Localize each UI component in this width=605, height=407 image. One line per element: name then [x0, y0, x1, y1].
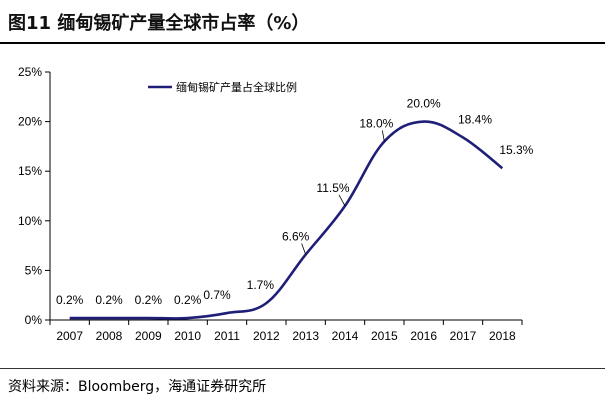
series-line — [69, 120, 504, 320]
y-tick-label: 15% — [18, 164, 42, 178]
chart-title: 图11 缅甸锡矿产量全球市占率（%） — [8, 13, 310, 34]
data-label: 0.7% — [203, 288, 231, 302]
x-tick-label: 2007 — [56, 329, 83, 343]
y-tick-label: 5% — [25, 263, 43, 277]
data-label: 0.2% — [135, 293, 163, 307]
data-label: 20.0% — [407, 97, 441, 111]
y-tick-label: 20% — [18, 115, 42, 129]
data-label: 1.7% — [247, 278, 275, 292]
data-labels: 0.2% 0.2% 0.2% 0.2% 0.7%1.7%6.6%11.5%18.0%20… — [56, 97, 534, 307]
source-note: 资料来源：Bloomberg，海通证券研究所 — [8, 379, 267, 395]
data-label: 18.0% — [359, 116, 393, 130]
data-label: 18.4% — [458, 112, 492, 126]
data-label: 6.6% — [282, 230, 310, 244]
x-tick-label: 2012 — [253, 329, 280, 343]
x-tick-label: 2011 — [214, 329, 240, 343]
legend-label: 缅甸锡矿产量占全球比例 — [176, 80, 297, 94]
x-tick-label: 2015 — [371, 329, 398, 343]
x-tick-label: 2017 — [450, 329, 477, 343]
y-tick-label: 0% — [25, 313, 43, 327]
data-label: 0.2% — [95, 293, 123, 307]
line-chart: 0% 5% 10% 15% 20% 25% 2007 2008 2009 2010 2011 2012… — [18, 65, 534, 343]
x-tick-label: 2016 — [410, 329, 437, 343]
x-tick-label: 2008 — [96, 329, 123, 343]
y-tick-label: 10% — [18, 214, 42, 228]
x-tick-label: 2018 — [489, 329, 516, 343]
footer-divider — [0, 368, 605, 369]
x-tick-label: 2010 — [174, 329, 201, 343]
x-tick-label: 2009 — [135, 329, 162, 343]
chart-series — [69, 120, 504, 320]
x-tick-label: 2014 — [332, 329, 359, 343]
y-tick-label: 25% — [18, 65, 42, 79]
data-label-leader — [338, 194, 346, 207]
data-label-leader — [301, 243, 307, 255]
data-label: 11.5% — [316, 181, 349, 195]
title-divider — [0, 42, 605, 44]
title-bar: 图11 缅甸锡矿产量全球市占率（%） — [0, 0, 605, 40]
chart-axes: 0% 5% 10% 15% 20% 25% 2007 2008 2009 2010 2011 2012… — [18, 65, 523, 343]
data-label: 0.2% — [56, 293, 84, 307]
x-tick-label: 2013 — [292, 329, 319, 343]
data-label: 0.2% — [174, 293, 202, 307]
data-label: 15.3% — [499, 143, 533, 157]
data-label-leader — [381, 130, 385, 142]
chart-legend: 缅甸锡矿产量占全球比例 — [148, 80, 297, 94]
